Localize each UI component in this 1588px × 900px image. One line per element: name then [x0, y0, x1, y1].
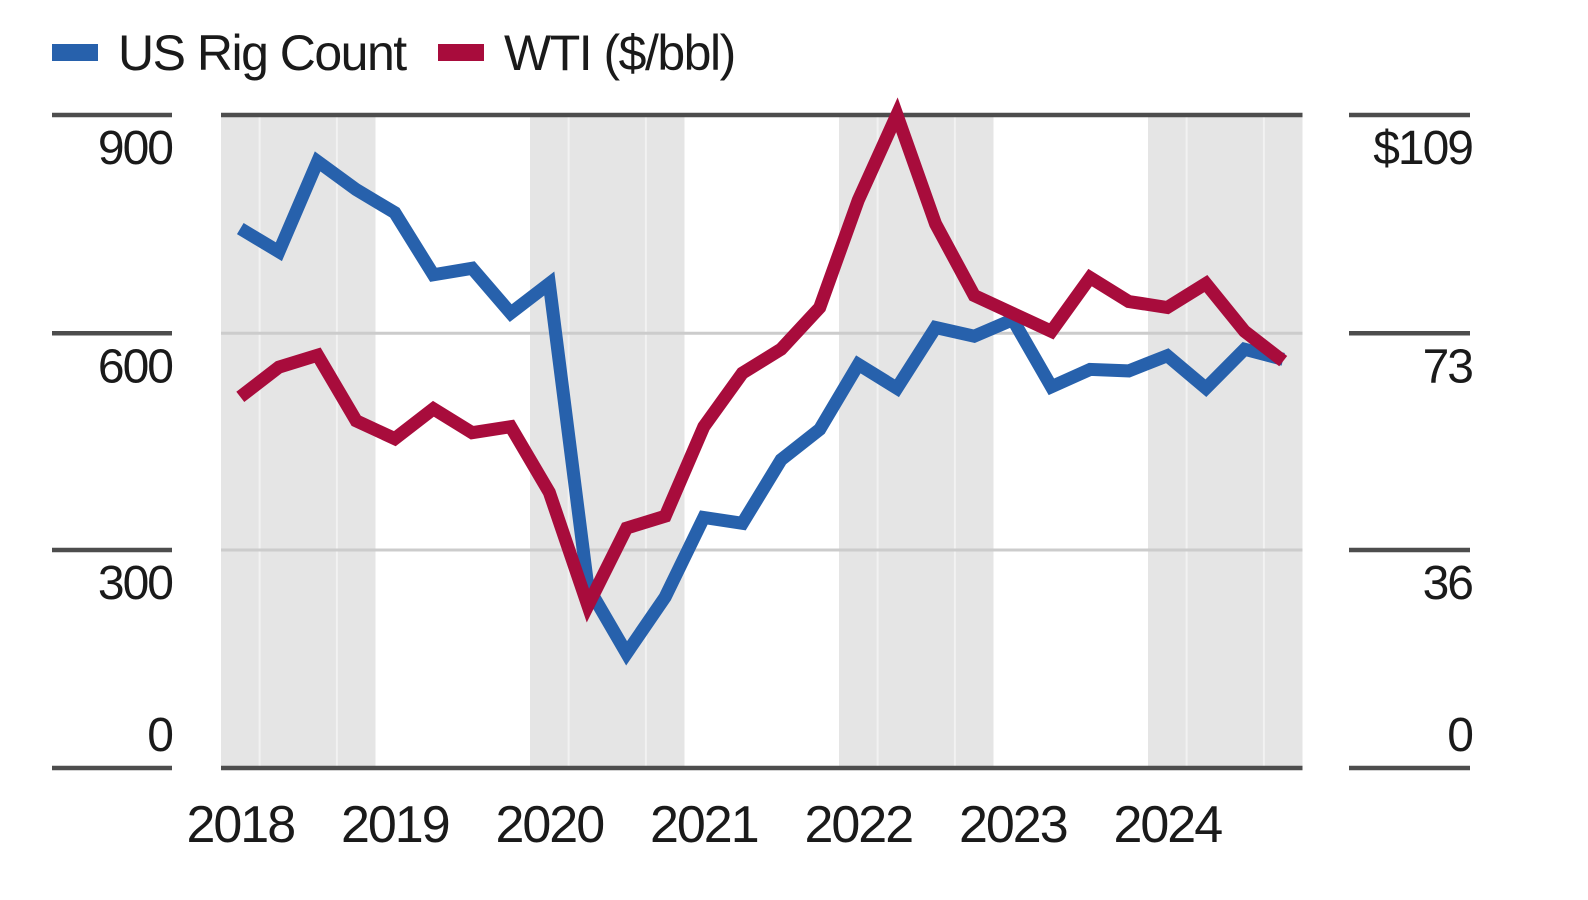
rig-count-series-swatch	[52, 43, 98, 61]
x-axis-label-2022: 2022	[804, 796, 912, 854]
x-axis-label-2018: 2018	[186, 796, 294, 854]
legend: US Rig Count WTI ($/bbl)	[0, 0, 1588, 90]
x-axis-label-2024: 2024	[1113, 796, 1222, 854]
right-axis-label-109: $109	[1373, 122, 1472, 175]
left-axis-label-0: 0	[147, 709, 172, 762]
x-axis-label-2021: 2021	[650, 796, 758, 854]
legend-item-rig-count: US Rig Count	[52, 24, 407, 81]
right-axis-label-0: 0	[1447, 709, 1472, 762]
x-axis-label-2023: 2023	[959, 796, 1067, 854]
year-band-2022	[839, 117, 994, 766]
wti-series-label: WTI ($/bbl)	[504, 25, 736, 81]
right-axis-label-73: 73	[1423, 340, 1473, 393]
rig-count-line	[236, 151, 1285, 666]
left-axis-label-600: 600	[98, 340, 172, 393]
wti-series-swatch	[438, 43, 484, 61]
legend-item-wti: WTI ($/bbl)	[438, 24, 736, 81]
x-axis-label-2019: 2019	[341, 796, 449, 854]
x-axis-label-2020: 2020	[495, 796, 603, 854]
left-axis-label-300: 300	[98, 557, 172, 610]
right-axis-label-36: 36	[1423, 557, 1473, 610]
rig-count-series-label: US Rig Count	[118, 25, 407, 81]
left-axis-label-900: 900	[98, 122, 172, 175]
year-band-2020	[530, 117, 685, 766]
wti-line	[236, 97, 1288, 623]
year-band-2024	[1148, 117, 1303, 766]
